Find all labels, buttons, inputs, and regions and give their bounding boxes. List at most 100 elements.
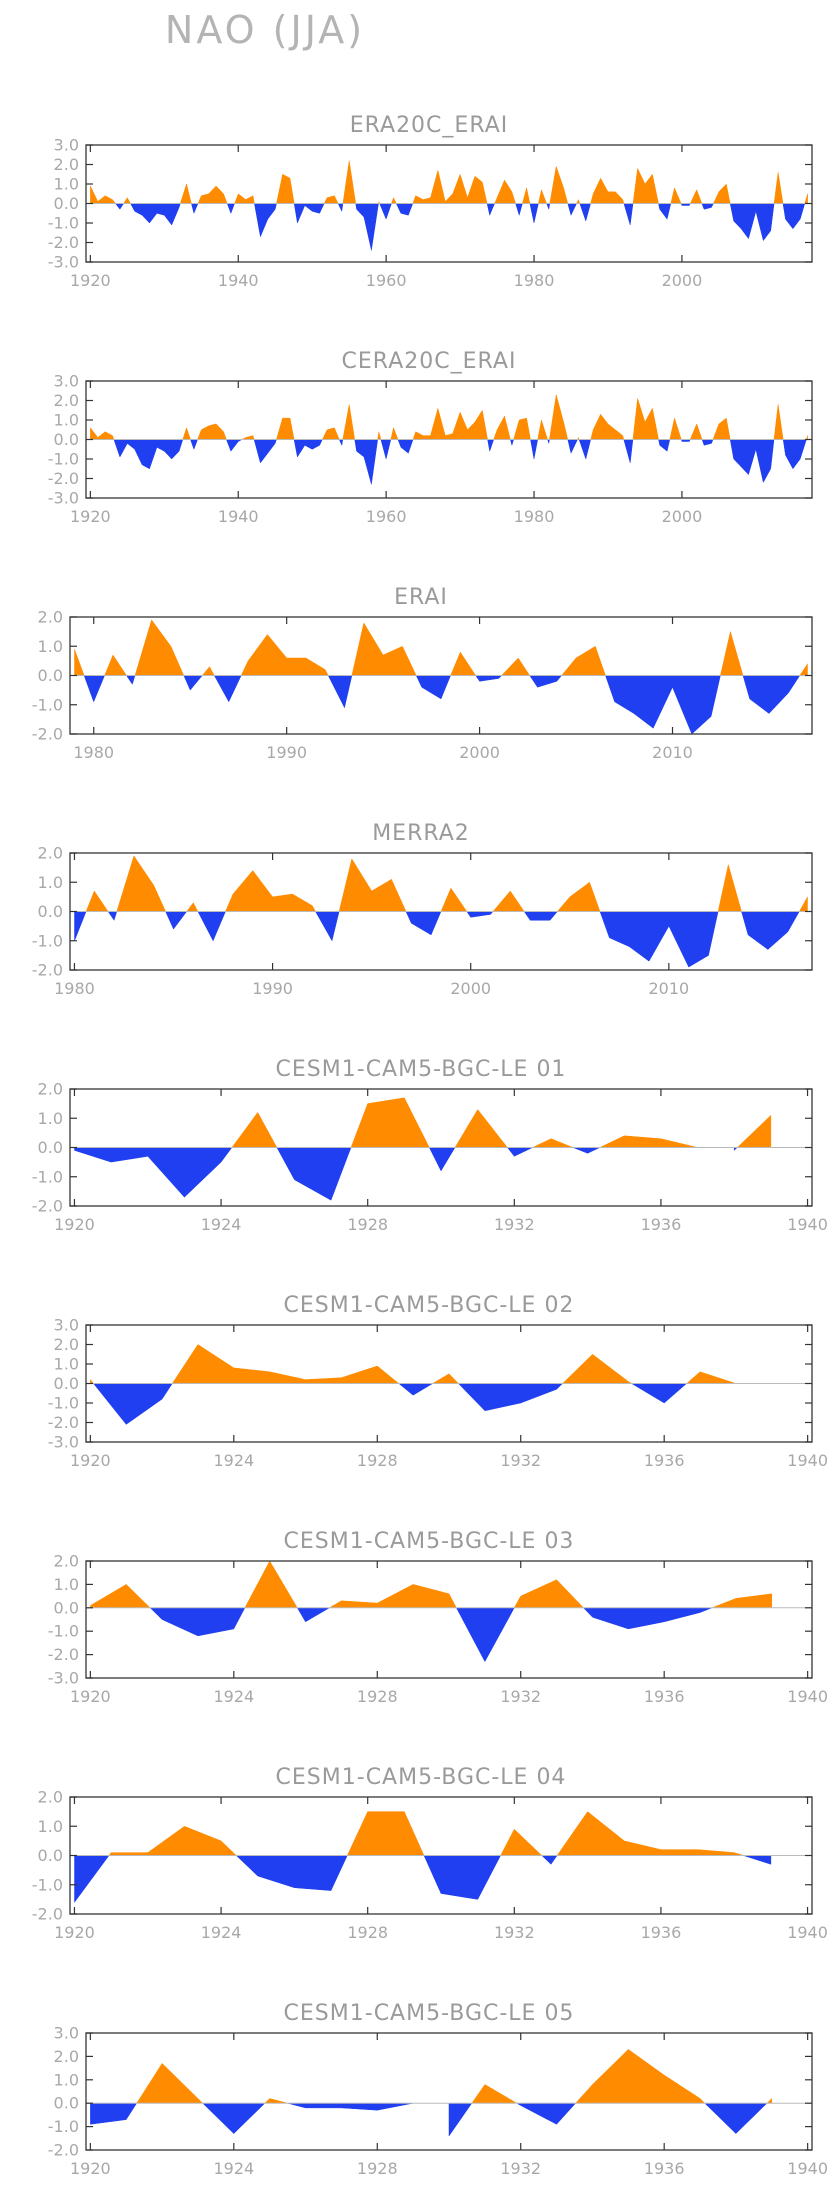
chart-title: CESM1-CAM5-BGC-LE 04	[276, 1765, 567, 1790]
x-tick-label: 1940	[787, 1923, 828, 1942]
negative-anomaly-area	[782, 439, 807, 470]
chart-title: CERA20C_ERAI	[342, 349, 517, 374]
x-tick-label: 1920	[54, 1215, 95, 1234]
negative-anomaly-area	[530, 439, 539, 460]
negative-anomaly-area	[226, 439, 243, 452]
positive-anomaly-area	[670, 187, 682, 204]
positive-anomaly-area	[689, 189, 703, 204]
negative-anomaly-area	[475, 675, 503, 682]
y-tick-label: 3.0	[54, 372, 79, 391]
x-tick-label: 1980	[514, 271, 555, 290]
positive-anomaly-area	[328, 1584, 457, 1609]
y-tick-label: 1.0	[38, 1817, 63, 1836]
x-tick-label: 1980	[514, 507, 555, 526]
positive-anomaly-area	[323, 195, 339, 204]
positive-anomaly-area	[522, 187, 531, 204]
positive-anomaly-area	[350, 1097, 430, 1148]
x-tick-label: 1920	[54, 1923, 95, 1942]
positive-anomaly-area	[798, 895, 808, 912]
negative-anomaly-area	[226, 203, 235, 215]
negative-anomaly-area	[235, 1855, 348, 1891]
positive-anomaly-area	[773, 172, 784, 204]
chart-title: CESM1-CAM5-BGC-LE 03	[284, 1529, 575, 1554]
positive-anomaly-area	[736, 1114, 772, 1148]
x-tick-label: 1924	[201, 1923, 242, 1942]
positive-anomaly-area	[669, 417, 682, 440]
positive-anomaly-area	[493, 415, 511, 440]
y-tick-label: 0.0	[54, 430, 79, 449]
negative-anomaly-area	[729, 439, 775, 484]
negative-anomaly-area	[338, 439, 344, 447]
negative-anomaly-area	[729, 203, 775, 242]
negative-anomaly-area	[658, 203, 672, 220]
positive-anomaly-area	[108, 1826, 237, 1856]
positive-anomaly-area	[104, 654, 127, 676]
chart-panel-8: CESM1-CAM5-BGC-LE 042.01.00.0-1.0-2.0192…	[32, 1765, 828, 1942]
positive-anomaly-area	[276, 417, 295, 440]
negative-anomaly-area	[190, 439, 198, 451]
positive-anomaly-area	[561, 1353, 633, 1384]
positive-anomaly-area	[440, 887, 468, 912]
positive-anomaly-area	[576, 198, 581, 204]
positive-anomaly-area	[492, 890, 525, 912]
positive-anomaly-area	[689, 423, 703, 440]
negative-anomaly-area	[572, 1147, 600, 1154]
x-tick-label: 1940	[787, 1687, 828, 1706]
y-tick-label: -2.0	[48, 469, 79, 488]
positive-anomaly-area	[171, 1344, 400, 1384]
positive-anomaly-area	[590, 413, 625, 440]
positive-anomaly-area	[713, 183, 731, 204]
negative-anomaly-area	[293, 203, 325, 224]
positive-anomaly-area	[513, 1579, 585, 1609]
x-tick-label: 1924	[201, 1215, 242, 1234]
y-tick-label: 1.0	[54, 2070, 79, 2089]
x-tick-label: 1920	[70, 1451, 111, 1470]
negative-anomaly-area	[107, 911, 118, 921]
positive-anomaly-area	[276, 173, 295, 204]
positive-anomaly-area	[225, 870, 316, 912]
chart-title: CESM1-CAM5-BGC-LE 05	[284, 2001, 575, 2026]
negative-anomaly-area	[515, 2102, 577, 2125]
positive-anomaly-area	[501, 657, 531, 676]
chart-panel-2: CERA20C_ERAI 3.02.01.00.0-1.0-2.0-3.01920…	[48, 349, 813, 526]
x-tick-label: 1936	[644, 1687, 685, 1706]
positive-anomaly-area	[454, 1109, 508, 1148]
y-tick-label: -2.0	[32, 1905, 63, 1924]
positive-anomaly-area	[450, 651, 477, 676]
positive-anomaly-area	[342, 160, 356, 204]
negative-anomaly-area	[130, 203, 181, 226]
y-tick-label: 1.0	[54, 1575, 79, 1594]
y-tick-label: 2.0	[38, 1788, 63, 1807]
negative-anomaly-area	[579, 203, 591, 222]
negative-anomaly-area	[183, 675, 203, 691]
positive-anomaly-area	[240, 634, 329, 676]
positive-anomaly-area	[85, 890, 109, 912]
negative-anomaly-area	[254, 203, 277, 238]
negative-anomaly-area	[191, 203, 199, 215]
y-tick-label: 2.0	[54, 2047, 79, 2066]
y-tick-label: 2.0	[38, 608, 63, 627]
negative-anomaly-area	[448, 2102, 473, 2137]
positive-anomaly-area	[231, 1111, 278, 1148]
positive-anomaly-area	[711, 1593, 773, 1609]
y-tick-label: 2.0	[54, 391, 79, 410]
y-tick-label: 2.0	[54, 155, 79, 174]
negative-anomaly-area	[149, 1607, 246, 1637]
x-tick-label: 1980	[73, 743, 114, 762]
negative-anomaly-area	[379, 203, 392, 220]
x-tick-label: 1928	[357, 1451, 398, 1470]
positive-anomaly-area	[90, 185, 117, 204]
y-tick-label: 0.0	[54, 194, 79, 213]
negative-anomaly-area	[630, 1383, 688, 1404]
y-tick-label: -1.0	[48, 1394, 79, 1413]
y-tick-label: -2.0	[32, 725, 63, 744]
chart-panel-7: CESM1-CAM5-BGC-LE 03 2.0 1.0 0.0 -1.0 -2.0 -3.…	[48, 1529, 828, 1706]
chart-title: CESM1-CAM5-BGC-LE 01	[276, 1057, 567, 1082]
positive-anomaly-area	[264, 2098, 288, 2104]
negative-anomaly-area	[415, 675, 451, 700]
y-tick-label: -1.0	[32, 1167, 63, 1186]
x-tick-label: 2000	[662, 507, 703, 526]
x-tick-label: 1936	[641, 1215, 682, 1234]
negative-anomaly-area	[355, 203, 379, 251]
